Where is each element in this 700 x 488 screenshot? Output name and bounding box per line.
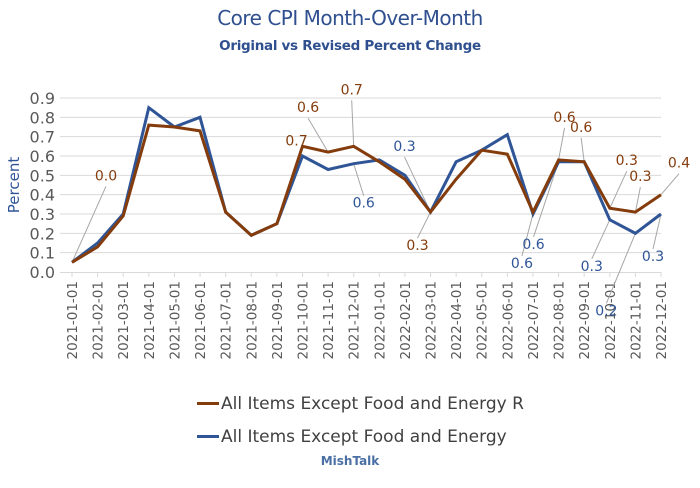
data-label: 0.6 <box>353 196 375 212</box>
x-tick-label: 2021-05-01 <box>167 281 183 359</box>
x-tick-label: 2022-06-01 <box>500 281 516 359</box>
data-label: 0.4 <box>668 156 690 172</box>
data-label: 0.3 <box>629 169 651 185</box>
y-axis-ticks: 0.00.10.20.30.40.50.60.70.80.9 <box>30 89 55 282</box>
credit-text: MishTalk <box>320 454 380 468</box>
leader-line <box>307 117 329 153</box>
x-tick-label: 2021-03-01 <box>116 281 132 359</box>
leader-line <box>652 213 662 250</box>
chart-title: Core CPI Month-Over-Month <box>217 6 483 30</box>
y-tick-label: 0.6 <box>30 147 55 166</box>
x-tick-label: 2021-06-01 <box>193 281 209 359</box>
leader-line <box>634 186 641 213</box>
leader-line <box>417 211 431 239</box>
data-label: 0.3 <box>406 238 428 254</box>
y-tick-label: 0.4 <box>30 186 55 205</box>
x-tick-label: 2022-07-01 <box>526 281 542 359</box>
legend-item-original: All Items Except Food and Energy <box>197 420 524 453</box>
data-label: 0.3 <box>581 259 603 275</box>
y-tick-label: 0.3 <box>30 205 55 224</box>
leader-line <box>580 137 585 162</box>
data-label: 0.7 <box>341 82 363 98</box>
y-tick-label: 0.1 <box>30 244 55 263</box>
x-axis-ticks: 2021-01-01 2021-02-01 2021-03-01 2021-04-01… <box>65 281 670 359</box>
gridlines <box>60 97 661 254</box>
data-label: 0.6 <box>570 120 592 136</box>
data-label: 0.6 <box>511 256 533 272</box>
data-label: 0.7 <box>285 133 307 149</box>
x-tick-label: 2022-08-01 <box>552 281 568 359</box>
leader-line <box>558 127 566 160</box>
leader-line <box>71 186 107 263</box>
legend: All Items Except Food and Energy R All I… <box>197 387 524 453</box>
x-tick-label: 2021-12-01 <box>347 281 363 359</box>
leader-line <box>521 213 534 257</box>
x-tick-label: 2022-01-01 <box>372 281 388 359</box>
x-tick-label: 2021-04-01 <box>142 281 158 359</box>
x-tick-label: 2022-04-01 <box>449 281 465 359</box>
leader-line <box>353 163 365 196</box>
x-tick-label: 2022-11-01 <box>628 281 644 359</box>
x-tick-label: 2021-08-01 <box>244 281 260 359</box>
x-tick-label: 2022-09-01 <box>577 281 593 359</box>
legend-swatch-original <box>197 435 219 438</box>
x-tick-label: 2021-11-01 <box>321 281 337 359</box>
series-line-original <box>71 105 662 264</box>
leader-line <box>605 233 636 304</box>
y-axis-label: Percent <box>5 157 23 214</box>
x-tick-label: 2021-01-01 <box>65 281 81 359</box>
data-label: 0.6 <box>553 110 575 126</box>
leader-line <box>660 173 680 195</box>
y-tick-label: 0.2 <box>30 224 55 243</box>
series-lines <box>71 105 662 264</box>
x-axis <box>60 272 662 277</box>
y-tick-label: 0.9 <box>30 89 55 108</box>
x-tick-label: 2022-05-01 <box>475 281 491 359</box>
data-label: 0.2 <box>595 303 617 319</box>
data-label: 0.6 <box>297 100 319 116</box>
y-tick-label: 0.8 <box>30 108 55 127</box>
x-tick-label: 2021-02-01 <box>91 281 107 359</box>
y-tick-label: 0.7 <box>30 128 55 147</box>
data-labels: 0.00.70.60.70.60.30.30.60.60.60.60.30.30… <box>95 82 690 319</box>
x-tick-label: 2022-02-01 <box>398 281 414 359</box>
label-leader-lines <box>71 100 680 304</box>
data-label: 0.3 <box>616 153 638 169</box>
x-tick-label: 2021-07-01 <box>219 281 235 359</box>
leader-line <box>591 219 611 260</box>
data-label: 0.3 <box>642 249 664 265</box>
x-tick-label: 2022-03-01 <box>424 281 440 359</box>
leader-line <box>351 100 355 147</box>
leader-line <box>609 170 628 209</box>
leader-line <box>533 161 560 237</box>
y-tick-label: 0.0 <box>30 263 55 282</box>
data-label: 0.6 <box>522 237 544 253</box>
legend-label-revised: All Items Except Food and Energy R <box>221 393 524 414</box>
leader-line <box>404 156 431 213</box>
x-tick-label: 2022-12-01 <box>654 281 670 359</box>
x-tick-label: 2021-09-01 <box>270 281 286 359</box>
legend-label-original: All Items Except Food and Energy <box>221 426 507 447</box>
data-label: 0.0 <box>95 168 117 184</box>
series-line-revised <box>71 123 662 264</box>
x-tick-label: 2022-10-01 <box>603 281 619 359</box>
legend-item-revised: All Items Except Food and Energy R <box>197 387 524 420</box>
y-tick-label: 0.5 <box>30 166 55 185</box>
data-label: 0.3 <box>393 139 415 155</box>
chart-subtitle: Original vs Revised Percent Change <box>219 38 481 54</box>
x-tick-label: 2021-10-01 <box>295 281 311 359</box>
legend-swatch-revised <box>197 402 219 405</box>
